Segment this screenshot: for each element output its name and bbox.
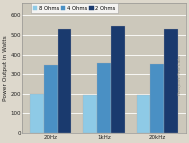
Bar bbox=[58, 29, 71, 133]
Bar bbox=[164, 29, 178, 133]
Text: Newport Test Labs: Newport Test Labs bbox=[178, 55, 182, 95]
Bar bbox=[30, 94, 44, 133]
Bar bbox=[136, 95, 150, 133]
Y-axis label: Power Output in Watts: Power Output in Watts bbox=[3, 35, 9, 101]
Bar bbox=[97, 63, 111, 133]
Legend: 8 Ohms, 4 Ohms, 2 Ohms: 8 Ohms, 4 Ohms, 2 Ohms bbox=[31, 3, 118, 13]
Bar bbox=[111, 26, 125, 133]
Bar bbox=[44, 65, 58, 133]
Bar bbox=[150, 64, 164, 133]
Bar bbox=[83, 95, 97, 133]
